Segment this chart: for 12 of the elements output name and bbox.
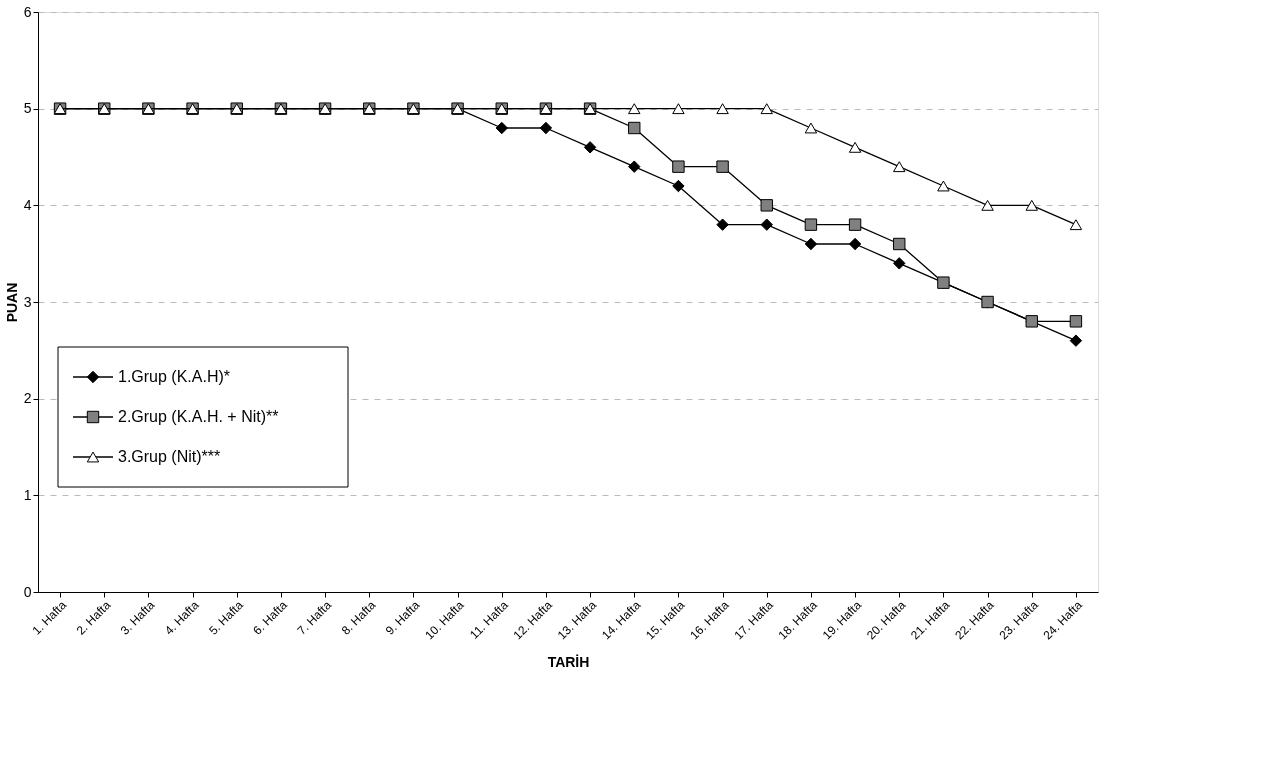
y-tick-label: 4: [23, 196, 32, 213]
y-tick-label: 2: [23, 390, 32, 407]
x-axis-title: TARİH: [547, 653, 590, 670]
legend-label: 2.Grup (K.A.H. + Nit)**: [118, 408, 279, 425]
y-tick-label: 1: [23, 486, 32, 503]
legend-label: 1.Grup (K.A.H)*: [118, 368, 231, 385]
y-tick-label: 6: [23, 3, 32, 20]
y-axis-title: PUAN: [3, 282, 20, 323]
y-tick-label: 5: [23, 100, 32, 117]
y-tick-label: 3: [23, 293, 32, 310]
legend-label: 3.Grup (Nit)***: [118, 448, 221, 465]
y-tick-label: 0: [23, 583, 32, 600]
